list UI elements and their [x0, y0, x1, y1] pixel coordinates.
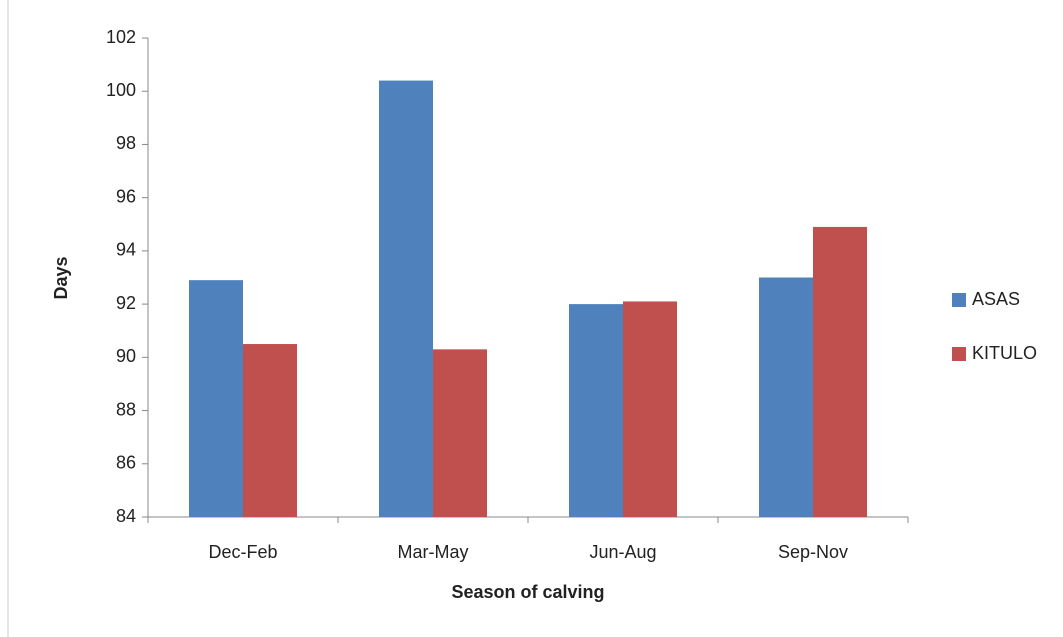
- bar: [569, 304, 623, 517]
- legend-swatch: [952, 347, 966, 361]
- y-tick-label: 100: [106, 80, 136, 100]
- y-tick-label: 98: [116, 133, 136, 153]
- bar: [189, 280, 243, 517]
- x-axis-title: Season of calving: [451, 582, 604, 602]
- legend-label: KITULO: [972, 343, 1037, 363]
- y-axis-title: Days: [51, 256, 71, 299]
- bar: [433, 349, 487, 517]
- legend-swatch: [952, 293, 966, 307]
- y-tick-label: 90: [116, 346, 136, 366]
- y-tick-label: 94: [116, 240, 136, 260]
- y-tick-label: 102: [106, 27, 136, 47]
- y-tick-label: 84: [116, 506, 136, 526]
- x-tick-label: Mar-May: [398, 542, 469, 562]
- x-tick-label: Dec-Feb: [208, 542, 277, 562]
- x-tick-label: Jun-Aug: [589, 542, 656, 562]
- x-tick-label: Sep-Nov: [778, 542, 848, 562]
- bar: [813, 226, 867, 517]
- bar: [759, 277, 813, 517]
- y-tick-label: 86: [116, 453, 136, 473]
- legend-label: ASAS: [972, 289, 1020, 309]
- bar: [243, 344, 297, 517]
- y-tick-label: 92: [116, 293, 136, 313]
- bar: [623, 301, 677, 517]
- y-tick-label: 96: [116, 186, 136, 206]
- bar: [379, 80, 433, 518]
- y-tick-label: 88: [116, 399, 136, 419]
